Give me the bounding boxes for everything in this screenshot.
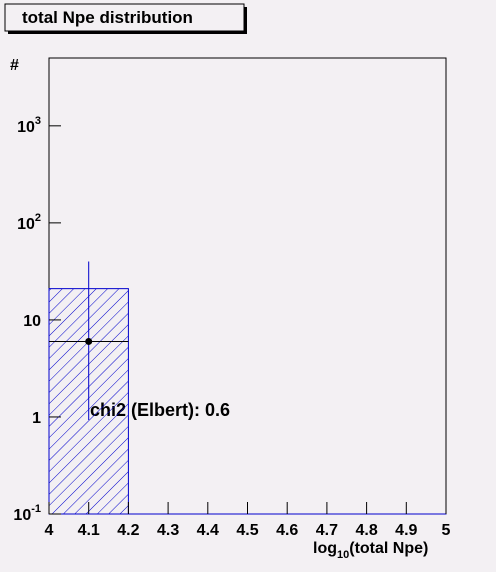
x-tick-label: 4.1	[78, 522, 100, 539]
x-tick-label: 4	[45, 522, 54, 539]
x-tick-label: 4.6	[276, 522, 298, 539]
y-axis-label: #	[10, 57, 19, 74]
y-tick-label: 102	[17, 212, 41, 233]
y-tick-label: 103	[17, 115, 41, 136]
x-label-base: log	[313, 540, 337, 557]
y-tick-label: 10-1	[13, 503, 41, 524]
title-box	[4, 3, 245, 32]
y-tick-exponent: 2	[35, 212, 41, 224]
x-tick-label: 4.8	[355, 522, 377, 539]
y-tick-label: 1	[32, 410, 41, 427]
y-tick-label: 10	[23, 313, 41, 330]
x-label-sub: 10	[337, 549, 349, 561]
x-tick-label: 5	[442, 522, 451, 539]
data-point	[85, 337, 93, 345]
x-tick-label: 4.3	[157, 522, 179, 539]
x-tick-label: 4.9	[395, 522, 417, 539]
y-tick-base: 10	[17, 216, 35, 233]
x-tick-label: 4.2	[117, 522, 139, 539]
chart-title: total Npe distribution	[22, 8, 193, 27]
x-label-rest: (total Npe)	[349, 540, 428, 557]
x-axis-label: log10(total Npe)	[313, 540, 428, 561]
y-tick-base: 10	[13, 507, 31, 524]
x-tick-label: 4.4	[197, 522, 219, 539]
x-tick-label: 4.5	[236, 522, 258, 539]
y-tick-exponent: 3	[35, 115, 41, 127]
y-tick-exponent: -1	[31, 503, 41, 515]
x-tick-label: 4.7	[316, 522, 338, 539]
y-tick-base: 10	[17, 119, 35, 136]
